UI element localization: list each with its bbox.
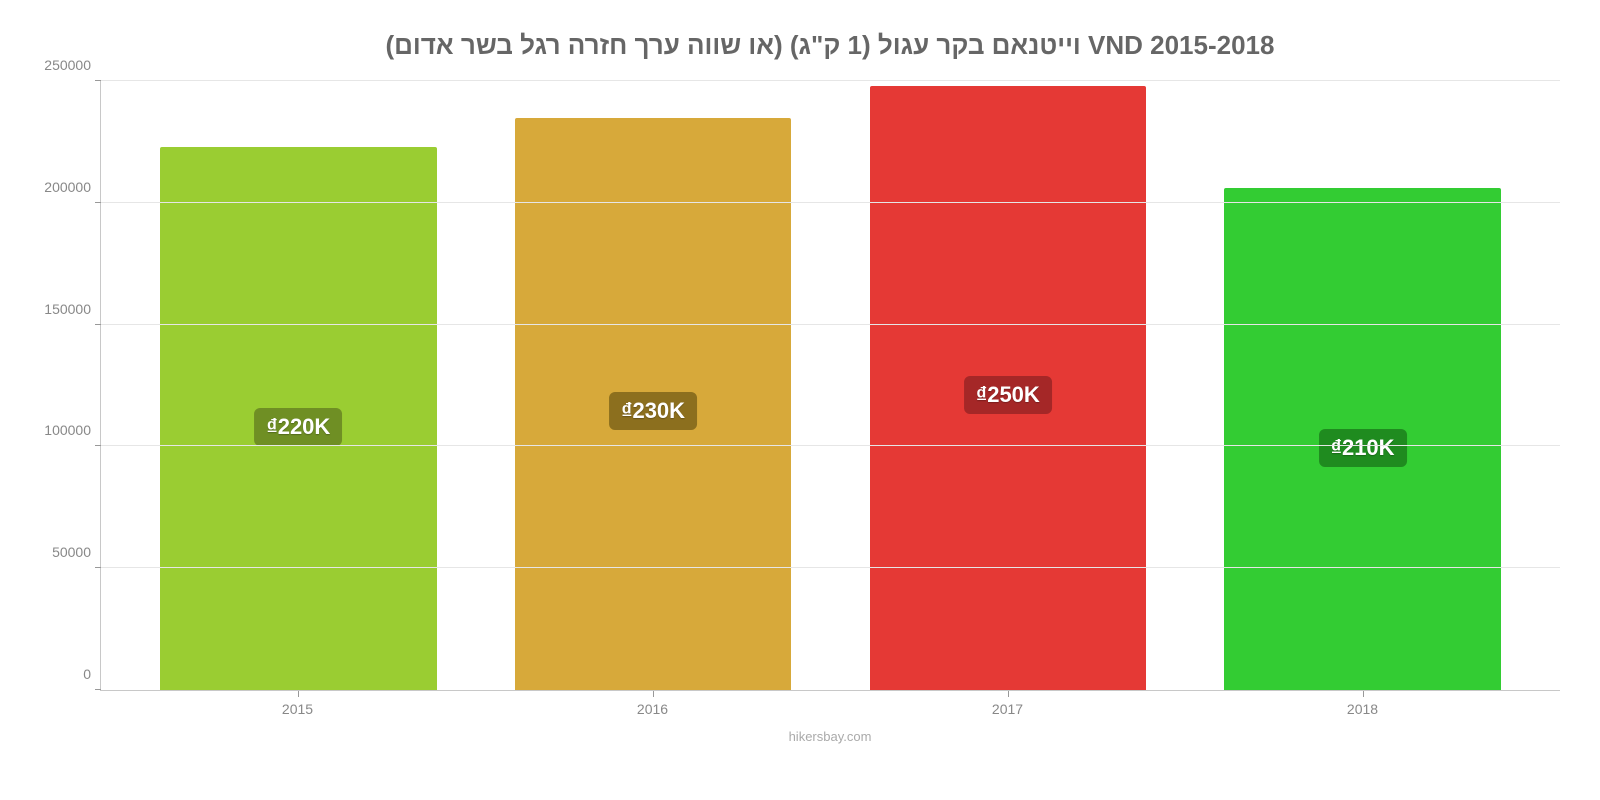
attribution-text: hikersbay.com xyxy=(100,729,1560,744)
plot-area: ₫220K₫230K₫250K₫210K 0500001000001500002… xyxy=(100,81,1560,691)
x-axis-tick xyxy=(1363,691,1364,697)
bar: ₫220K xyxy=(160,147,437,690)
y-axis-tick xyxy=(95,202,101,203)
y-axis-tick xyxy=(95,324,101,325)
bar: ₫230K xyxy=(515,118,792,690)
chart-container: וייטנאם בקר עגול (1 ק"ג) (או שווה ערך חז… xyxy=(0,0,1600,800)
grid-line xyxy=(101,567,1560,568)
x-axis-tick xyxy=(1008,691,1009,697)
y-axis-label: 0 xyxy=(31,666,91,682)
bar-value-badge: ₫210K xyxy=(1319,429,1407,467)
grid-line xyxy=(101,324,1560,325)
bar-value-badge: ₫230K xyxy=(609,392,697,430)
y-axis-tick xyxy=(95,689,101,690)
bars-container: ₫220K ₫230K ₫250K ₫210K xyxy=(101,81,1560,690)
chart-title: וייטנאם בקר עגול (1 ק"ג) (או שווה ערך חז… xyxy=(100,30,1560,61)
bar-value-badge: ₫250K xyxy=(964,376,1052,414)
y-axis-label: 200000 xyxy=(31,179,91,195)
bar-slot: ₫210K xyxy=(1185,81,1540,690)
x-axis-tick xyxy=(298,691,299,697)
bar-slot: ₫230K xyxy=(476,81,831,690)
y-axis-tick xyxy=(95,567,101,568)
y-axis-label: 250000 xyxy=(31,57,91,73)
y-axis-label: 100000 xyxy=(31,422,91,438)
bar: ₫250K xyxy=(870,86,1147,690)
bar-slot: ₫220K xyxy=(121,81,476,690)
bar: ₫210K xyxy=(1224,188,1501,690)
x-axis: 2015201620172018 xyxy=(100,691,1560,721)
y-axis-label: 150000 xyxy=(31,301,91,317)
y-axis-label: 50000 xyxy=(31,544,91,560)
grid-line xyxy=(101,445,1560,446)
y-axis-tick xyxy=(95,445,101,446)
bar-slot: ₫250K xyxy=(831,81,1186,690)
bar-value-badge: ₫220K xyxy=(254,408,342,446)
x-axis-tick xyxy=(653,691,654,697)
grid-line xyxy=(101,80,1560,81)
y-axis-tick xyxy=(95,80,101,81)
grid-line xyxy=(101,202,1560,203)
